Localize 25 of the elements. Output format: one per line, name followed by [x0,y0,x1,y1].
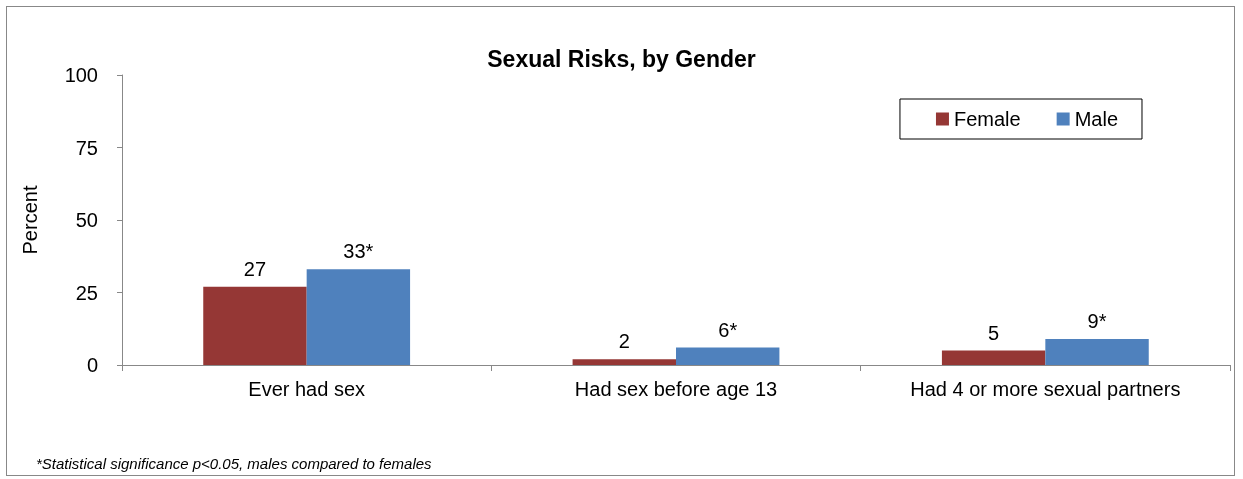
data-label: 2 [618,330,630,353]
y-tick-label: 25 [75,281,98,304]
y-tick-label: 50 [75,209,98,231]
bar [203,286,307,365]
bar [572,359,676,365]
y-tick-label: 100 [64,64,98,86]
bar [1045,338,1149,365]
legend-label: Female [953,108,1021,130]
data-label: 5 [988,321,1000,344]
bar [676,347,780,365]
x-tick-label: Ever had sex [248,378,366,400]
x-tick-label: Had 4 or more sexual partners [910,378,1181,400]
data-label: 9* [1087,309,1107,332]
chart-title: Sexual Risks, by Gender [487,45,756,72]
data-label: 27 [243,257,267,280]
data-label: 6* [718,318,738,341]
bar [306,269,411,365]
data-label: 33* [343,240,374,263]
legend-label: Male [1074,108,1119,130]
y-axis-title: Percent [19,185,41,255]
bar [941,350,1046,365]
y-tick-label: 0 [86,354,98,376]
x-tick-label: Had sex before age 13 [574,378,778,400]
text: *Statistical significance p<0.05, males compared to females [36,455,433,472]
y-tick-label: 75 [75,136,98,159]
